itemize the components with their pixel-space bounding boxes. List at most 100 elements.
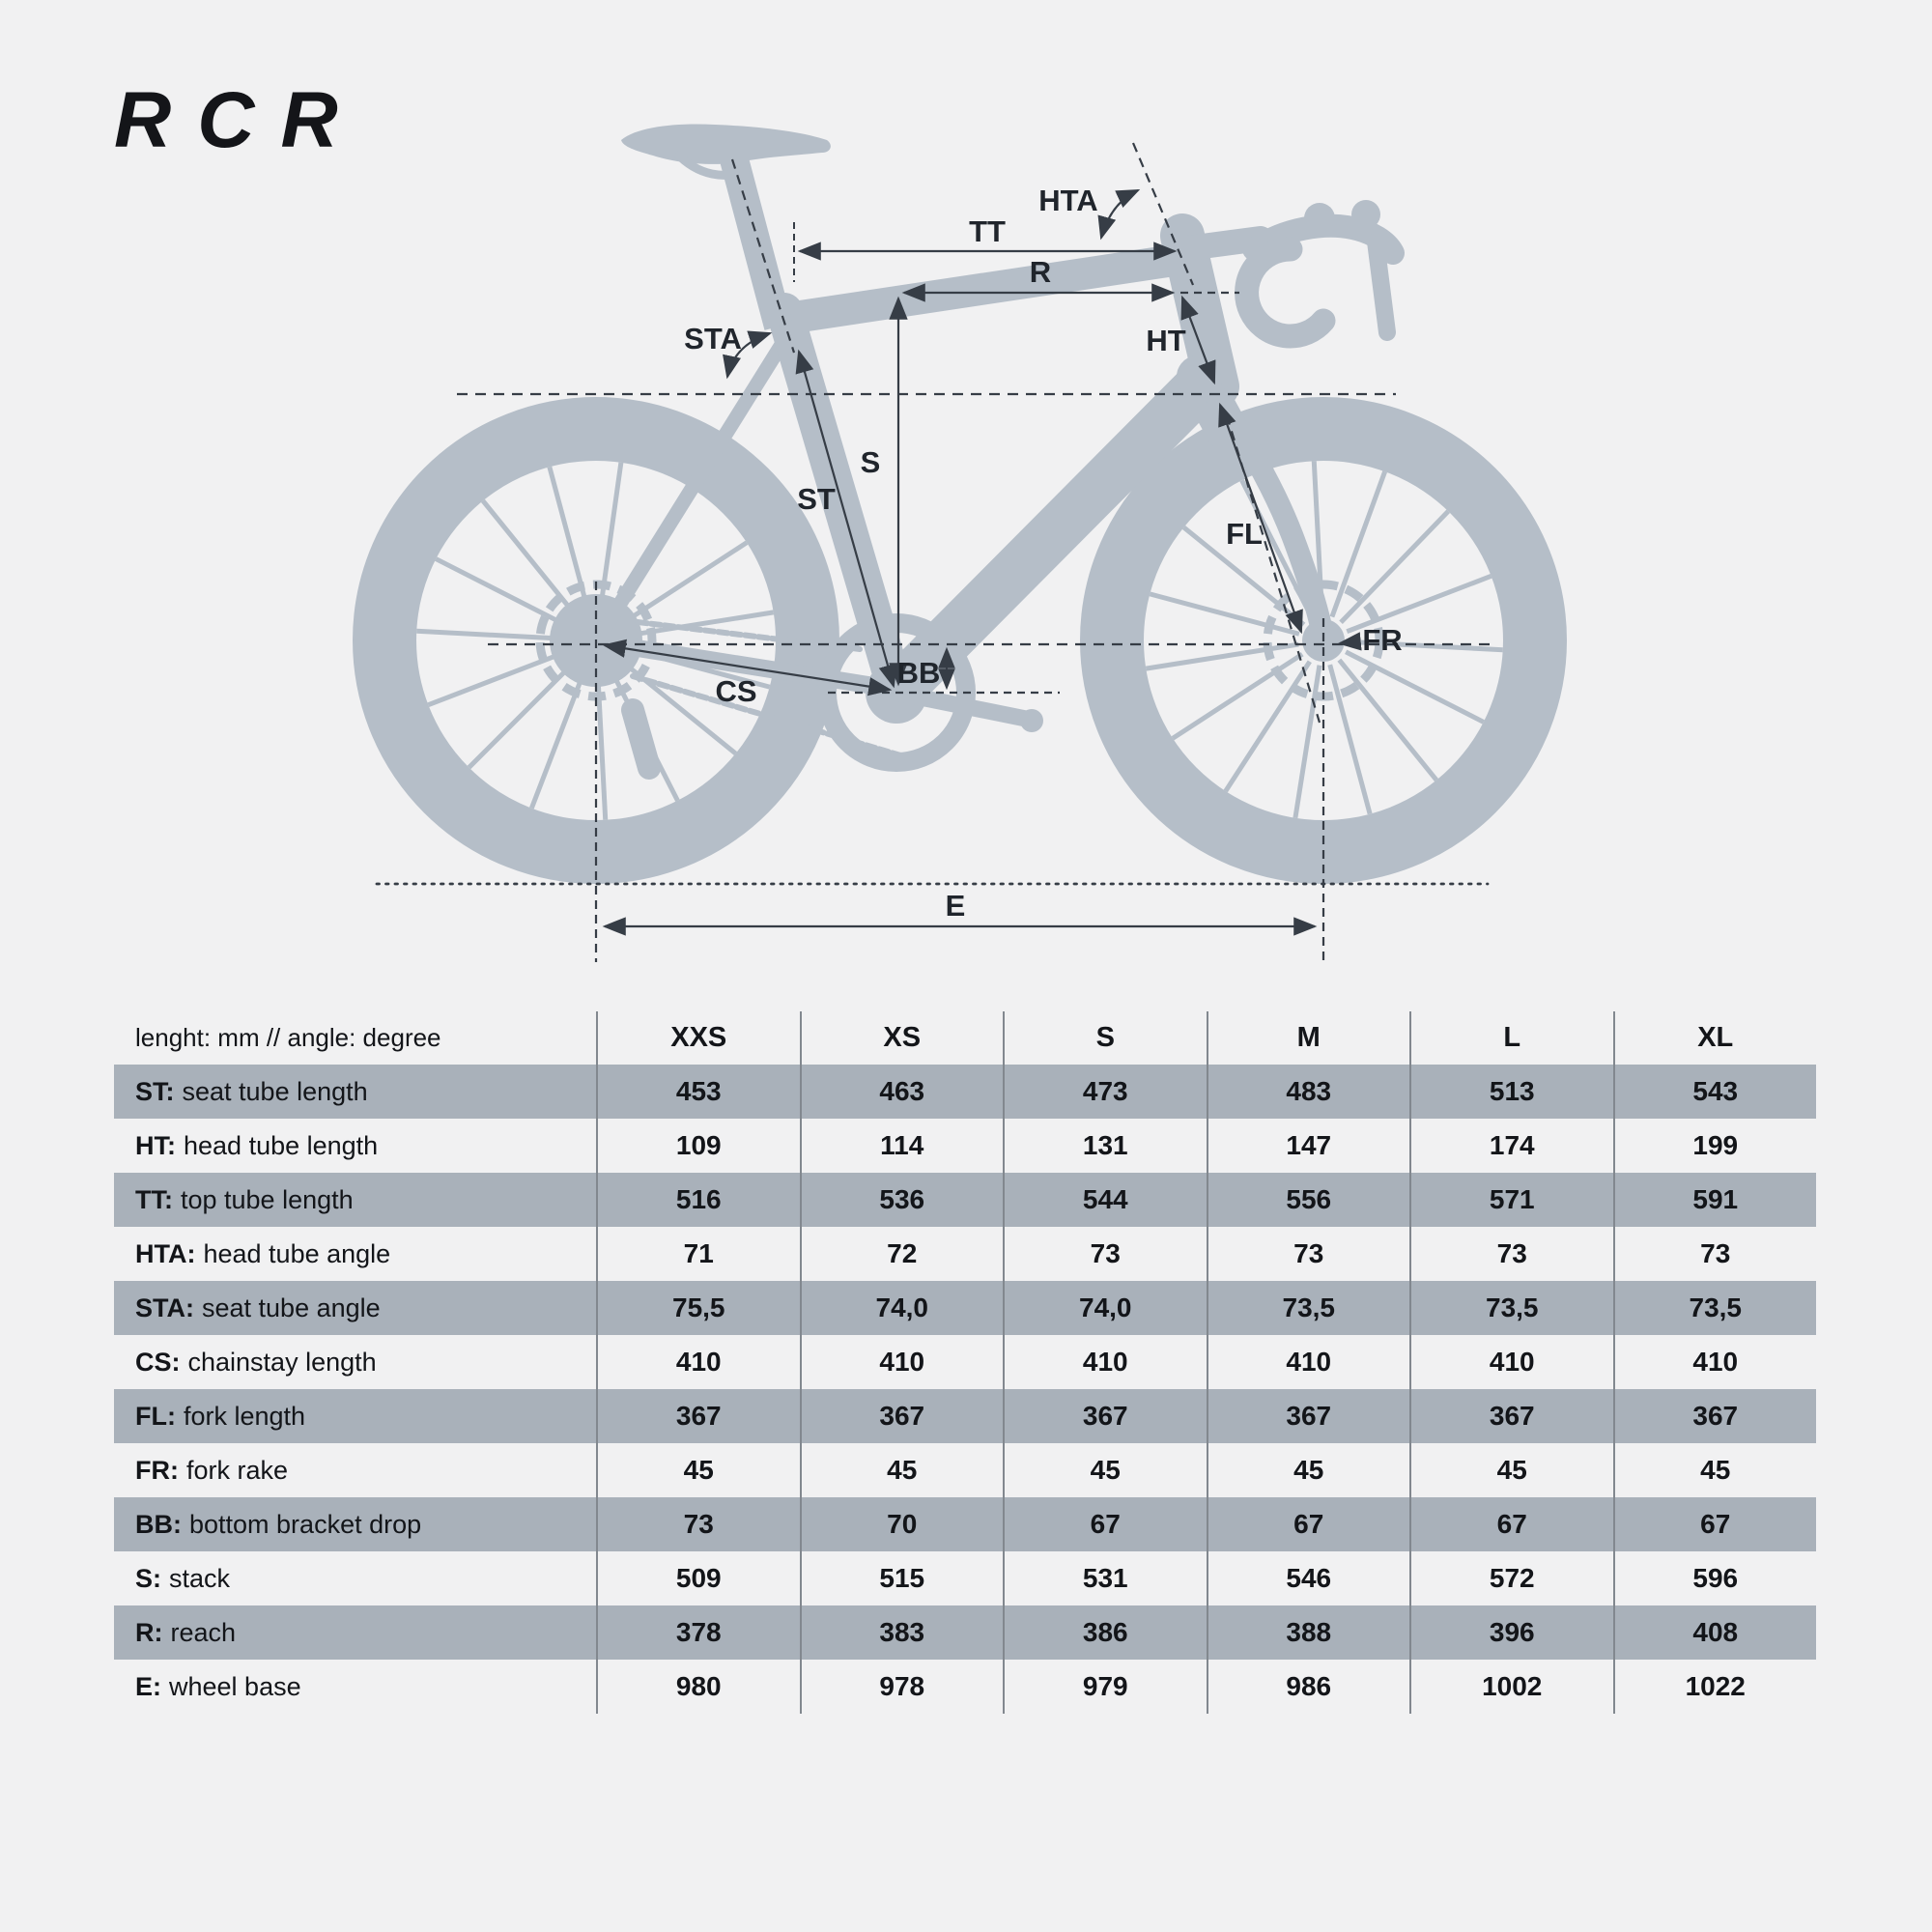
fl-label: FL bbox=[1226, 517, 1263, 551]
value-cell: 572 bbox=[1409, 1551, 1613, 1605]
value-cell: 1002 bbox=[1409, 1660, 1613, 1714]
value-cell: 73 bbox=[1612, 1227, 1817, 1281]
value-cell: 408 bbox=[1612, 1605, 1817, 1660]
value-cell: 73 bbox=[1206, 1227, 1410, 1281]
ht-dimension-line bbox=[1180, 295, 1216, 385]
row-label: E: wheel base bbox=[135, 1671, 301, 1701]
row-label: TT: top tube length bbox=[135, 1184, 354, 1214]
value-cell: 978 bbox=[799, 1660, 1004, 1714]
row-label: HTA: head tube angle bbox=[135, 1238, 391, 1268]
e-label: E bbox=[946, 889, 966, 923]
value-cell: 410 bbox=[1612, 1335, 1817, 1389]
value-cell: 367 bbox=[1612, 1389, 1817, 1443]
value-cell: 73 bbox=[1003, 1227, 1207, 1281]
cs-label: CS bbox=[715, 674, 756, 708]
value-cell: 73,5 bbox=[1206, 1281, 1410, 1335]
value-cell: 543 bbox=[1612, 1065, 1817, 1119]
value-cell: 367 bbox=[799, 1389, 1004, 1443]
value-cell: 73,5 bbox=[1612, 1281, 1817, 1335]
table-row: S: stack 509 515 531 546 572 596 bbox=[114, 1551, 1816, 1605]
value-cell: 114 bbox=[799, 1119, 1004, 1173]
value-cell: 463 bbox=[799, 1065, 1004, 1119]
value-cell: 556 bbox=[1206, 1173, 1410, 1227]
row-label: S: stack bbox=[135, 1563, 231, 1593]
value-cell: 71 bbox=[596, 1227, 800, 1281]
table-header-label: lenght: mm // angle: degree bbox=[135, 1023, 441, 1052]
value-cell: 483 bbox=[1206, 1065, 1410, 1119]
table-row: HT: head tube length 109 114 131 147 174 199 bbox=[114, 1119, 1816, 1173]
fr-label: FR bbox=[1362, 623, 1402, 657]
value-cell: 73 bbox=[596, 1497, 800, 1551]
row-label: STA: seat tube angle bbox=[135, 1293, 381, 1322]
table-header-size: XL bbox=[1612, 1011, 1817, 1065]
cs-dimension-line bbox=[602, 639, 893, 696]
table-header-size: XXS bbox=[596, 1011, 800, 1065]
row-label: HT: head tube length bbox=[135, 1130, 379, 1160]
value-cell: 74,0 bbox=[1003, 1281, 1207, 1335]
st-label: ST bbox=[797, 482, 836, 516]
value-cell: 596 bbox=[1612, 1551, 1817, 1605]
value-cell: 73 bbox=[1409, 1227, 1613, 1281]
table-row: CS: chainstay length 410 410 410 410 410 410 bbox=[114, 1335, 1816, 1389]
row-label: ST: seat tube length bbox=[135, 1076, 368, 1106]
value-cell: 410 bbox=[799, 1335, 1004, 1389]
hta-angle-arc bbox=[1097, 188, 1141, 241]
sta-angle-arc bbox=[723, 330, 773, 380]
value-cell: 473 bbox=[1003, 1065, 1207, 1119]
value-cell: 410 bbox=[596, 1335, 800, 1389]
value-cell: 509 bbox=[596, 1551, 800, 1605]
value-cell: 367 bbox=[1409, 1389, 1613, 1443]
value-cell: 70 bbox=[799, 1497, 1004, 1551]
table-header-size: S bbox=[1003, 1011, 1207, 1065]
value-cell: 367 bbox=[596, 1389, 800, 1443]
value-cell: 147 bbox=[1206, 1119, 1410, 1173]
value-cell: 67 bbox=[1003, 1497, 1207, 1551]
value-cell: 45 bbox=[799, 1443, 1004, 1497]
value-cell: 109 bbox=[596, 1119, 800, 1173]
value-cell: 546 bbox=[1206, 1551, 1410, 1605]
table-row: BB: bottom bracket drop 73 70 67 67 67 67 bbox=[114, 1497, 1816, 1551]
seat-axis-line bbox=[730, 158, 796, 354]
value-cell: 199 bbox=[1612, 1119, 1817, 1173]
value-cell: 45 bbox=[1206, 1443, 1410, 1497]
value-cell: 1022 bbox=[1612, 1660, 1817, 1714]
bike-geometry-diagram: TT R HTA STA HT S ST FL FR BB CS E bbox=[353, 124, 1567, 962]
table-row: FR: fork rake 45 45 45 45 45 45 bbox=[114, 1443, 1816, 1497]
bb-label: BB bbox=[897, 656, 941, 690]
geometry-table: lenght: mm // angle: degree XXS XS S M L XL S… bbox=[114, 1011, 1816, 1714]
value-cell: 410 bbox=[1003, 1335, 1207, 1389]
value-cell: 536 bbox=[799, 1173, 1004, 1227]
value-cell: 544 bbox=[1003, 1173, 1207, 1227]
value-cell: 571 bbox=[1409, 1173, 1613, 1227]
value-cell: 410 bbox=[1206, 1335, 1410, 1389]
table-header-size: L bbox=[1409, 1011, 1613, 1065]
value-cell: 515 bbox=[799, 1551, 1004, 1605]
value-cell: 388 bbox=[1206, 1605, 1410, 1660]
table-body: ST: seat tube length 453 463 473 483 513 543 HT:… bbox=[114, 1065, 1816, 1714]
value-cell: 516 bbox=[596, 1173, 800, 1227]
value-cell: 131 bbox=[1003, 1119, 1207, 1173]
table-row: E: wheel base 980 978 979 986 1002 1022 bbox=[114, 1660, 1816, 1714]
row-label: FR: fork rake bbox=[135, 1455, 289, 1485]
fr-dimension-line bbox=[1337, 632, 1362, 651]
ht-label: HT bbox=[1146, 324, 1185, 357]
dimension-labels: TT R HTA STA HT S ST FL FR BB CS E bbox=[684, 184, 1403, 923]
table-header-size: XS bbox=[799, 1011, 1004, 1065]
table-row: FL: fork length 367 367 367 367 367 367 bbox=[114, 1389, 1816, 1443]
value-cell: 410 bbox=[1409, 1335, 1613, 1389]
value-cell: 367 bbox=[1206, 1389, 1410, 1443]
value-cell: 386 bbox=[1003, 1605, 1207, 1660]
dimension-annotations bbox=[375, 142, 1494, 962]
value-cell: 74,0 bbox=[799, 1281, 1004, 1335]
bike-silhouette bbox=[353, 124, 1567, 884]
handlebar-icon bbox=[1168, 200, 1405, 349]
fl-dimension-line bbox=[1218, 402, 1303, 635]
value-cell: 45 bbox=[1409, 1443, 1613, 1497]
hta-label: HTA bbox=[1038, 184, 1097, 217]
brand-logo: RCR bbox=[114, 76, 364, 164]
value-cell: 396 bbox=[1409, 1605, 1613, 1660]
value-cell: 67 bbox=[1612, 1497, 1817, 1551]
value-cell: 378 bbox=[596, 1605, 800, 1660]
row-label: R: reach bbox=[135, 1617, 237, 1647]
value-cell: 73,5 bbox=[1409, 1281, 1613, 1335]
